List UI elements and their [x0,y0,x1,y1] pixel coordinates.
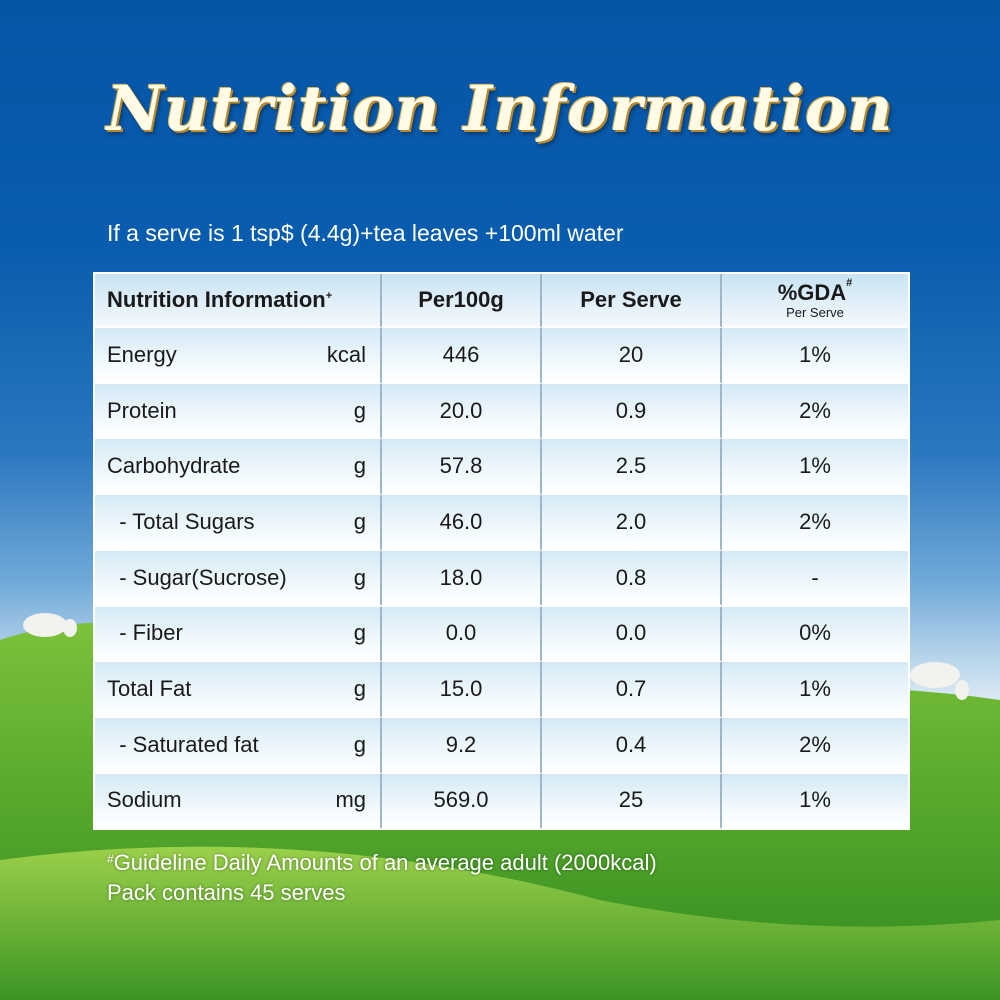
footnote: #Guideline Daily Amounts of an average a… [107,848,657,908]
nutrient-unit: kcal [326,341,366,367]
gda-value: 1% [722,773,908,830]
nutrient-unit: g [353,508,366,534]
nutrient-name: Protein [107,397,177,423]
nutrient-unit: g [353,397,366,423]
gda-value: 0% [722,606,908,663]
per-serve-value: 20 [542,328,722,384]
nutrient-cell: Carbohydrate g [95,439,382,496]
page-title: Nutrition Information [106,72,894,145]
nutrient-cell: - Saturated fat g [95,717,382,774]
gda-value: 1% [722,662,908,718]
per100g-value: 46.0 [382,495,542,551]
goat-left [23,613,77,637]
nutrient-name: - Sugar(Sucrose) [107,564,287,590]
per100g-value: 57.8 [382,439,542,496]
footnote-pack: Pack contains 45 serves [107,880,346,905]
table-header-row: Nutrition Information + Per100g Per Serve… [95,274,908,328]
nutrient-cell: - Total Sugars g [95,495,382,551]
nutrient-name: Energy [107,341,177,367]
per100g-value: 18.0 [382,550,542,607]
nutrient-name: Sodium [107,787,182,813]
per100g-value: 20.0 [382,383,542,440]
header-gda: %GDA# Per Serve [722,274,908,328]
gda-value: 1% [722,439,908,496]
nutrient-name: Carbohydrate [107,453,241,479]
nutrient-unit: g [353,731,366,757]
nutrient-cell: Sodium mg [95,773,382,830]
table-row: - Fiber g 0.0 0.0 0% [95,606,908,663]
nutrient-unit: g [353,453,366,479]
table-row: Protein g 20.0 0.9 2% [95,383,908,440]
gda-label: %GDA [777,279,847,305]
nutrient-unit: g [353,620,366,646]
gda-value: 2% [722,383,908,440]
per100g-value: 9.2 [382,717,542,774]
nutrient-name: - Saturated fat [107,731,259,757]
table-row: Total Fat g 15.0 0.7 1% [95,662,908,718]
gda-value: 2% [722,717,908,774]
per-serve-value: 2.0 [542,495,722,551]
per-serve-value: 0.8 [542,550,722,607]
nutrient-name: - Total Sugars [107,508,255,534]
table-row: Carbohydrate g 57.8 2.5 1% [95,439,908,496]
gda-value: - [722,550,908,607]
nutrient-cell: Energy kcal [95,328,382,384]
nutrient-cell: - Fiber g [95,606,382,663]
gda-value: 2% [722,495,908,551]
plus-mark: + [325,290,333,302]
table-row: - Sugar(Sucrose) g 18.0 0.8 - [95,550,908,607]
header-nutrient-label: Nutrition Information [107,287,326,312]
table-row: Energy kcal 446 20 1% [95,328,908,384]
per100g-value: 446 [382,328,542,384]
table-row: - Total Sugars g 46.0 2.0 2% [95,495,908,551]
serving-note: If a serve is 1 tsp$ (4.4g)+tea leaves +… [107,220,624,246]
footnote-gda: Guideline Daily Amounts of an average ad… [113,850,657,875]
nutrient-unit: g [353,564,366,590]
per100g-value: 0.0 [382,606,542,663]
per-serve-value: 0.9 [542,383,722,440]
table-row: - Saturated fat g 9.2 0.4 2% [95,717,908,774]
per-serve-value: 0.7 [542,662,722,718]
nutrient-name: - Fiber [107,620,183,646]
nutrient-unit: g [353,676,366,702]
nutrient-name: Total Fat [107,676,192,702]
header-per-serve: Per Serve [542,274,722,328]
header-per100g: Per100g [382,274,542,328]
nutrient-cell: Protein g [95,383,382,440]
goat-right [910,662,969,700]
nutrient-unit: mg [335,787,366,813]
nutrition-table: Nutrition Information + Per100g Per Serve… [93,272,910,830]
table-row: Sodium mg 569.0 25 1% [95,773,908,830]
per100g-value: 15.0 [382,662,542,718]
header-nutrient: Nutrition Information + [95,274,382,328]
gda-sub: Per Serve [786,304,844,320]
footnote-mark: # [107,852,114,866]
per-serve-value: 0.4 [542,717,722,774]
per100g-value: 569.0 [382,773,542,830]
nutrient-cell: - Sugar(Sucrose) g [95,550,382,607]
gda-value: 1% [722,328,908,384]
per-serve-value: 25 [542,773,722,830]
hash-mark: # [846,276,853,289]
per-serve-value: 0.0 [542,606,722,663]
nutrient-cell: Total Fat g [95,662,382,718]
per-serve-value: 2.5 [542,439,722,496]
